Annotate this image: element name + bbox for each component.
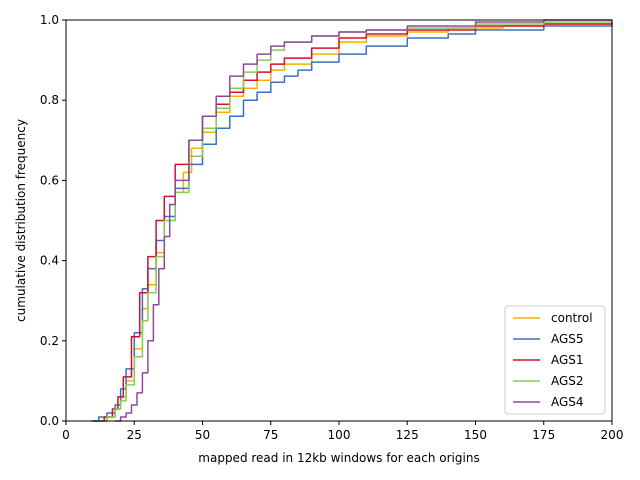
legend-label-ags5: AGS5 (551, 332, 584, 346)
y-tick-label: 0.4 (40, 254, 59, 268)
ticks-layer: 0 25 50 75 100 125 150 175 200 0.0 0.2 0.4 0.6 0.8 1.0 (40, 13, 624, 442)
legend-label-ags1: AGS1 (551, 353, 584, 367)
y-axis-title: cumulative distribution frequency (14, 119, 28, 322)
x-tick-label: 100 (328, 428, 351, 442)
x-tick-label: 50 (195, 428, 210, 442)
x-tick-label: 150 (464, 428, 487, 442)
y-tick-label: 0.2 (40, 334, 59, 348)
series-line-ags4 (115, 19, 612, 422)
x-tick-label: 75 (263, 428, 278, 442)
y-tick-label: 0.8 (40, 93, 59, 107)
x-axis-title: mapped read in 12kb windows for each ori… (198, 451, 479, 465)
legend-box (504, 305, 606, 415)
y-tick-label: 0.6 (40, 173, 59, 187)
y-tick-label: 0.0 (40, 414, 59, 428)
x-tick-label: 175 (532, 428, 555, 442)
legend-label-ags4: AGS4 (551, 395, 584, 409)
y-tick-label: 1.0 (40, 13, 59, 27)
x-tick-label: 25 (127, 428, 142, 442)
legend-label-control: control (551, 311, 593, 325)
series-layer (90, 19, 613, 422)
x-tick-label: 0 (62, 428, 70, 442)
x-tick-label: 200 (601, 428, 624, 442)
legend-label-ags2: AGS2 (551, 374, 584, 388)
legend: control AGS5 AGS1 AGS2 AGS4 (504, 305, 606, 415)
x-tick-label: 125 (396, 428, 419, 442)
